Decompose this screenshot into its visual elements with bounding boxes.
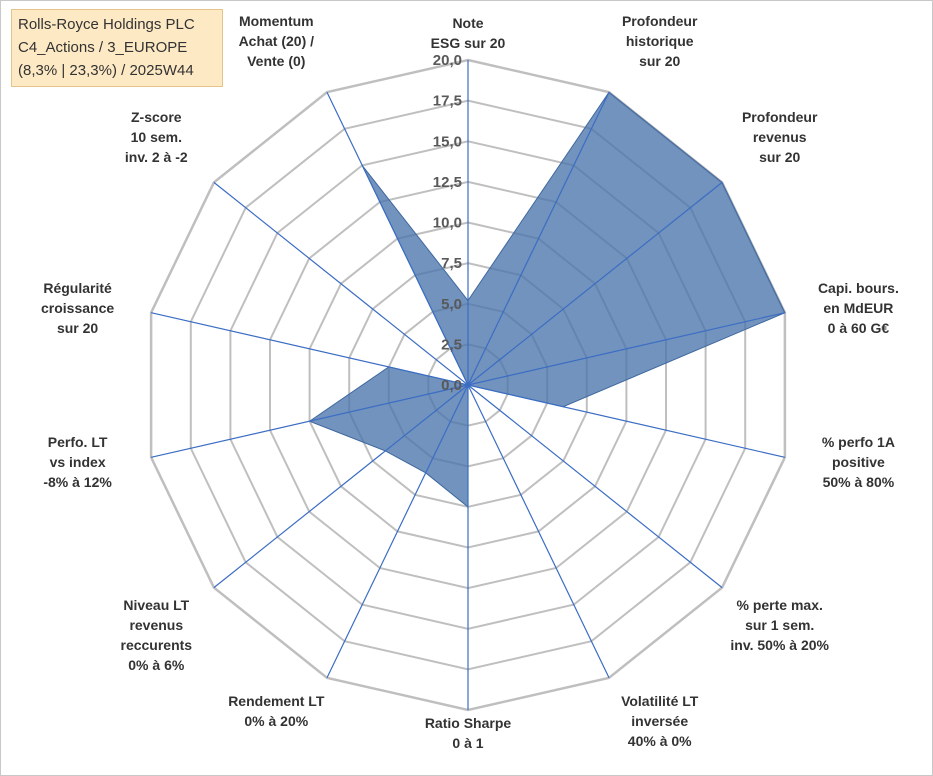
axis-spoke: [150, 312, 469, 386]
axis-spoke: [467, 312, 786, 386]
axis-spoke: [467, 384, 786, 458]
axis-spoke: [467, 384, 723, 589]
series-area: [308, 91, 786, 508]
info-period: (8,3% | 23,3%) / 2025W44: [18, 62, 194, 79]
tick-labels: 0,0 2,5 5,0 7,5 10,0 12,5 15,0 17,5 20,0: [433, 52, 462, 394]
axis-label: Z-score 10 sem. inv. 2 à -2: [125, 109, 188, 165]
axis-label: Momentum Achat (20) / Vente (0): [239, 13, 315, 69]
tick-label: 12,5: [433, 174, 462, 191]
axis-label: Niveau LT revenus reccurents 0% à 6%: [121, 597, 193, 673]
axis-label: Régularité croissance sur 20: [41, 280, 114, 336]
spokes: [150, 60, 786, 710]
axis-spoke: [326, 91, 469, 386]
axis-spoke: [213, 181, 469, 386]
tick-label: 2,5: [441, 336, 462, 353]
tick-label: 7,5: [441, 255, 462, 272]
tick-label: 5,0: [441, 296, 462, 313]
info-company: Rolls-Royce Holdings PLC: [18, 16, 195, 33]
axis-labels: Note ESG sur 20 Profondeur historique sur 20…: [41, 13, 899, 751]
axis-spoke: [467, 181, 723, 386]
info-category: C4_Actions / 3_EUROPE: [18, 39, 188, 56]
axis-spoke: [150, 384, 469, 458]
axis-label: Volatilité LT inversée 40% à 0%: [621, 693, 699, 749]
axis-label: % perte max. sur 1 sem. inv. 50% à 20%: [730, 597, 829, 653]
axis-spoke: [467, 91, 610, 386]
axis-spoke: [213, 384, 469, 589]
axis-label: Perfo. LT vs index -8% à 12%: [43, 434, 112, 490]
axis-label: Profondeur historique sur 20: [622, 13, 698, 69]
axis-label: Ratio Sharpe 0 à 1: [425, 715, 512, 751]
info-box: Rolls-Royce Holdings PLC C4_Actions / 3_…: [11, 9, 223, 87]
axis-spoke: [467, 384, 610, 679]
tick-label: 0,0: [441, 377, 462, 394]
tick-label: 10,0: [433, 215, 462, 232]
axis-label: Capi. bours. en MdEUR 0 à 60 G€: [818, 280, 899, 336]
axis-spoke: [326, 384, 469, 679]
tick-label: 20,0: [433, 52, 462, 69]
axis-label: % perfo 1A positive 50% à 80%: [822, 434, 895, 490]
tick-label: 15,0: [433, 133, 462, 150]
tick-label: 17,5: [433, 93, 462, 110]
axis-label: Note ESG sur 20: [431, 15, 506, 51]
axis-label: Rendement LT 0% à 20%: [228, 693, 325, 729]
axis-label: Profondeur revenus sur 20: [742, 109, 818, 165]
